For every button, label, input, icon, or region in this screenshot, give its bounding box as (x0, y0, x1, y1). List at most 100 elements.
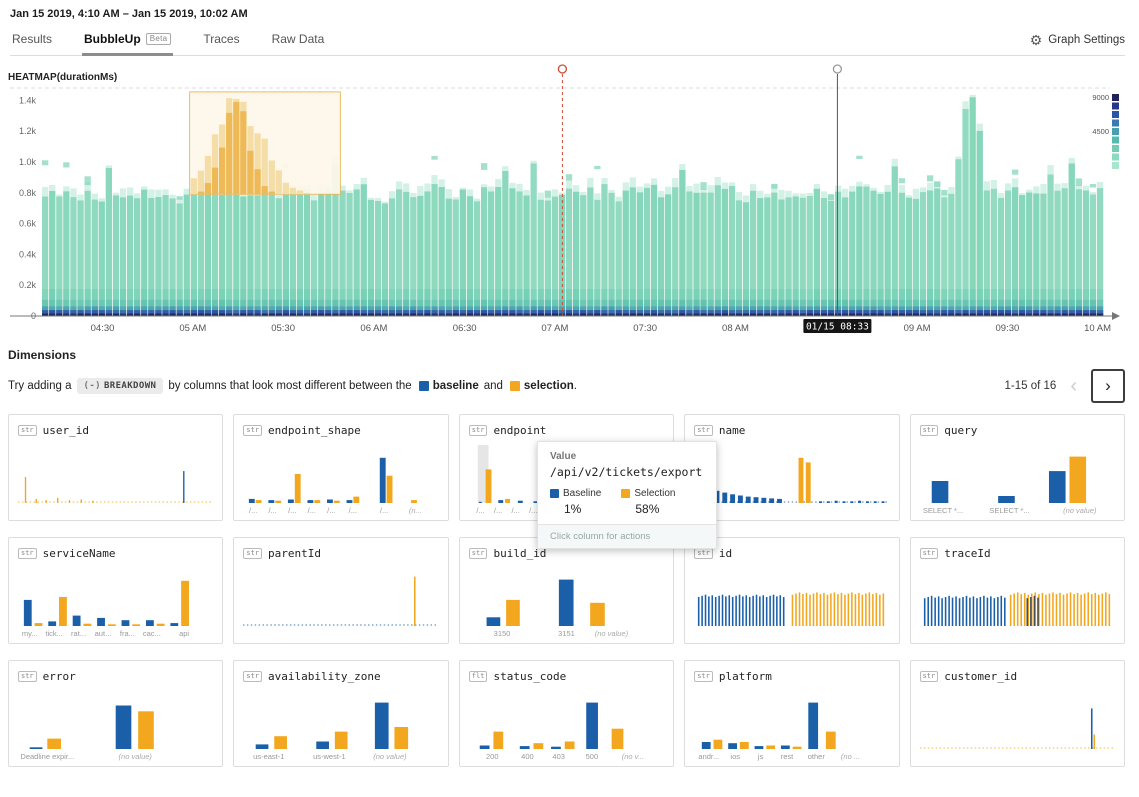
card-chart (249, 457, 418, 503)
svg-text:07 AM: 07 AM (541, 323, 568, 334)
x-label: (n... (408, 506, 422, 515)
tooltip-selection-col: Selection 58% (621, 488, 676, 516)
tooltip-body: Value /api/v2/tickets/export Baseline 1%… (538, 442, 716, 524)
column-name: endpoint_shape (268, 424, 361, 437)
svg-text:04:30: 04:30 (91, 323, 115, 334)
type-badge: str (919, 671, 939, 682)
tooltip-title: Value (550, 451, 577, 462)
dimension-card-build_id[interactable]: str build_id 3150 3151 (no value) (458, 537, 675, 644)
card-chart (923, 592, 1110, 626)
type-badge: str (18, 425, 37, 436)
chevron-left-icon: ‹ (1070, 375, 1077, 397)
heatmap-canvas[interactable]: 1.4k 1.2k 1.0k 0.8k 0.6k 0.4k 0.2k 0 04:30 05 AM 0… (6, 58, 1129, 340)
beta-badge: Beta (145, 33, 172, 45)
svg-text:0.8k: 0.8k (19, 188, 37, 198)
prev-page-button[interactable]: ‹ (1068, 376, 1079, 396)
card-chart (23, 580, 189, 626)
top-bar: Jan 15 2019, 4:10 AM – Jan 15 2019, 10:0… (0, 0, 1139, 56)
dimension-cards-grid: str user_id str endpoint_shape/.../.../... /… (8, 414, 1125, 767)
column-name: name (718, 424, 746, 437)
card-chart (243, 576, 439, 626)
x-label: /... (327, 506, 336, 515)
chevron-right-icon: › (1105, 376, 1111, 395)
svg-text:06:30: 06:30 (453, 323, 477, 334)
card-x-labels: /... /... /... /... /... /... /... (n... (243, 505, 438, 517)
dimension-card-endpoint_shape[interactable]: str endpoint_shape/.../.../.../.../.../..… (233, 414, 449, 521)
x-label: 400 (521, 752, 534, 761)
dimension-card-parentId[interactable]: str parentId (233, 537, 449, 644)
svg-text:1.2k: 1.2k (19, 126, 37, 136)
card-x-labels: SELECT *... SELECT *... (no value) (920, 505, 1115, 517)
x-label: /... (379, 506, 389, 515)
tooltip-value: /api/v2/tickets/export (550, 465, 703, 479)
type-badge: str (694, 425, 713, 436)
card-x-labels (694, 505, 889, 517)
column-name: user_id (42, 424, 90, 437)
type-badge: str (243, 548, 263, 559)
x-label: (no ... (840, 752, 861, 761)
next-page-button[interactable]: › (1091, 369, 1125, 403)
tab-results[interactable]: Results (10, 27, 54, 55)
type-badge: str (243, 425, 263, 436)
baseline-swatch (418, 381, 429, 391)
card-header: str endpoint_shape (243, 423, 438, 438)
card-header: str parentId (243, 546, 438, 561)
x-label: (no value) (373, 752, 407, 761)
type-badge: str (468, 548, 488, 559)
tooltip-legend: Baseline 1% Selection 58% (550, 488, 704, 516)
type-badge: str (694, 671, 713, 682)
heatmap-section: HEATMAP(durationMs) 1.4k 1.2k 1.0k 0.8k 0.6k… (6, 58, 1131, 340)
hint-period: . (573, 380, 577, 392)
column-name: platform (718, 670, 772, 683)
dimension-card-id[interactable]: str id (684, 537, 900, 644)
dimension-card-serviceName[interactable]: str serviceName my... tick... rat... aut... fr… (8, 537, 224, 644)
card-header: str endpoint (468, 423, 664, 438)
tab-label: BubbleUp (84, 32, 141, 46)
x-label: 200 (485, 752, 499, 761)
card-chart (698, 592, 885, 626)
card-header: str query (919, 423, 1115, 438)
tab-bubbleup[interactable]: BubbleUp Beta (82, 27, 174, 56)
x-label: 3150 (493, 629, 511, 638)
tooltip-baseline-pct: 1% (564, 502, 582, 516)
svg-text:09 AM: 09 AM (904, 323, 931, 334)
x-label: (no value) (1063, 506, 1097, 515)
x-label: SELECT *... (989, 506, 1030, 515)
x-label: /... (248, 506, 258, 515)
svg-text:05:30: 05:30 (271, 323, 295, 334)
svg-text:09:30: 09:30 (996, 323, 1020, 334)
dimension-card-user_id[interactable]: str user_id (8, 414, 224, 521)
card-chart (486, 579, 605, 626)
card-x-labels: Deadline expir... (no value) (18, 751, 213, 763)
graph-settings-button[interactable]: ⚙ Graph Settings (1030, 33, 1125, 55)
tab-raw-data[interactable]: Raw Data (270, 27, 327, 55)
tab-label: Raw Data (271, 32, 325, 46)
dimension-card-query[interactable]: str query SELECT *... SELECT *... (no value) (909, 414, 1125, 521)
column-name: parentId (268, 547, 322, 560)
card-x-labels: us-east-1 us-west-1 (no value) (243, 751, 438, 763)
dimension-card-availability_zone[interactable]: str availability_zone us-east-1 us-west-1 (n… (233, 660, 449, 767)
dimension-card-error[interactable]: str error Deadline expir... (no value) (8, 660, 224, 767)
card-x-labels (920, 751, 1115, 763)
dimension-card-platform[interactable]: str platform andr... ios js rest other (no ... (684, 660, 900, 767)
x-label: /... (511, 506, 520, 515)
svg-text:06 AM: 06 AM (360, 323, 387, 334)
baseline-swatch (550, 489, 559, 498)
pagination-range: 1-15 of 16 (1004, 380, 1057, 392)
card-x-labels: andr... ios js rest other (no ... (694, 751, 889, 763)
svg-text:1.4k: 1.4k (19, 95, 37, 105)
card-x-labels (243, 628, 438, 640)
card-header: str platform (694, 669, 889, 684)
tab-traces[interactable]: Traces (201, 27, 241, 55)
x-label: /... (493, 506, 503, 515)
dimension-card-name[interactable]: str name (684, 414, 900, 521)
dimension-card-traceId[interactable]: str traceId (909, 537, 1125, 644)
dimension-card-status_code[interactable]: flt status_code 200 400 403 500 (no v... (458, 660, 675, 767)
card-header: str id (694, 546, 889, 561)
type-badge: str (18, 671, 37, 682)
type-badge: str (919, 548, 939, 559)
column-name: serviceName (42, 547, 116, 560)
dimensions-section: Dimensions Try adding a (-) BREAKDOWN by … (0, 348, 1139, 767)
breakdown-chip[interactable]: (-) BREAKDOWN (76, 378, 164, 394)
dimension-card-customer_id[interactable]: str customer_id (909, 660, 1125, 767)
